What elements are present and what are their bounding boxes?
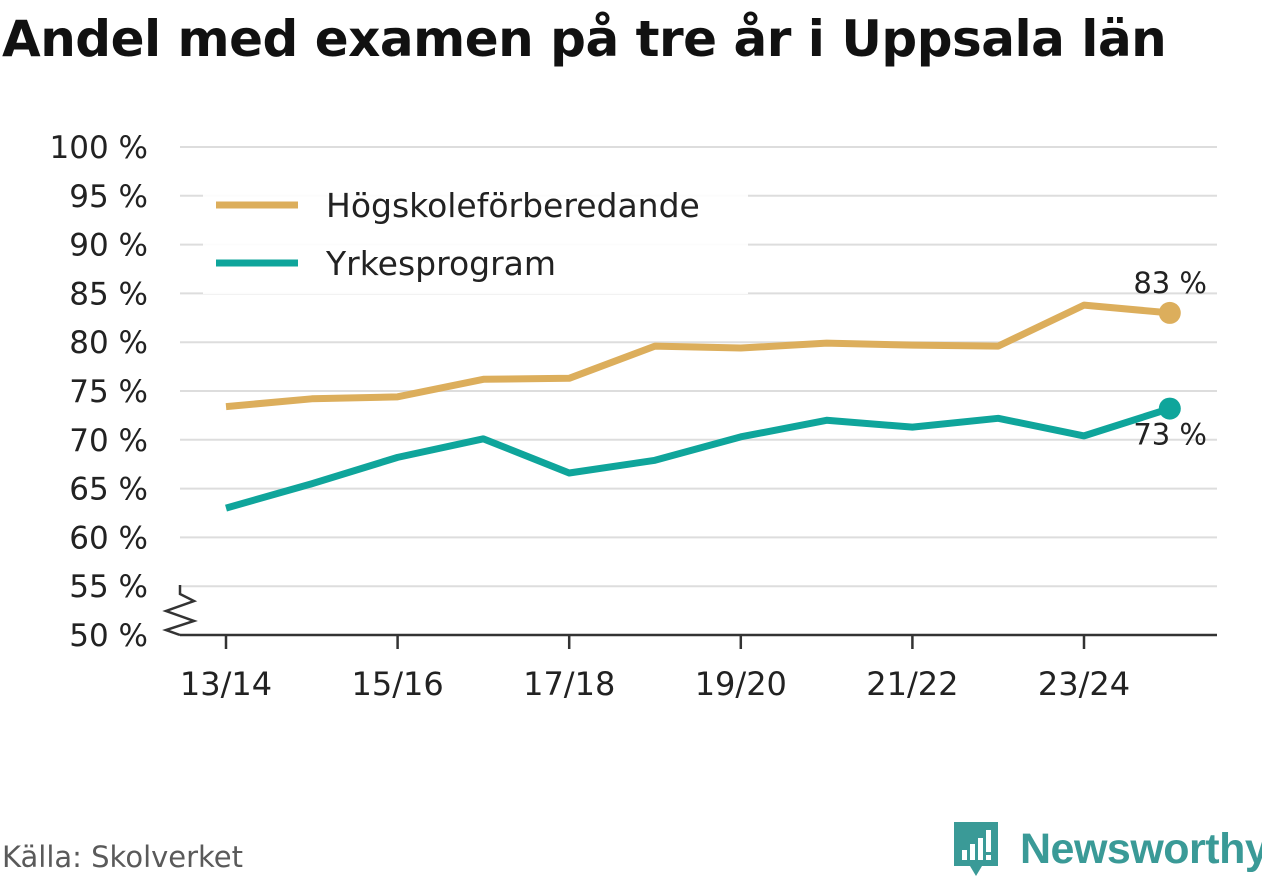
- y-tick-label: 100 %: [50, 130, 148, 166]
- y-tick-label: 50 %: [69, 618, 148, 654]
- legend: Högskoleförberedande Yrkesprogram: [203, 168, 748, 294]
- series-line-1: [225, 405, 1171, 512]
- y-tick-label: 80 %: [69, 325, 148, 361]
- legend-label-0: Högskoleförberedande: [326, 186, 700, 225]
- y-tick-label: 85 %: [69, 276, 148, 312]
- axis-break-symbol: [162, 585, 198, 637]
- y-tick-label: 55 %: [69, 569, 148, 605]
- chart-title: Andel med examen på tre år i Uppsala län: [2, 10, 1167, 68]
- end-value-label-0: 83 %: [1133, 266, 1207, 300]
- x-tick-label: 17/18: [523, 665, 615, 703]
- y-tick-label: 65 %: [69, 472, 148, 508]
- x-tick-label: 13/14: [180, 665, 272, 703]
- x-tick-label: 15/16: [351, 665, 443, 703]
- y-tick-label: 90 %: [69, 228, 148, 264]
- newsworthy-logo-icon: [954, 822, 998, 876]
- end-value-label-1: 73 %: [1133, 418, 1207, 452]
- brand: Newsworthy: [952, 820, 1262, 878]
- y-axis-tick-labels: 50 % 55 % 60 % 65 % 70 % 75 % 80 % 85 % 90 % 95 %…: [50, 130, 148, 654]
- series-end-marker-0: [1158, 301, 1181, 324]
- x-axis: 13/14 15/16 17/18 19/20 21/22 23/24: [162, 585, 1217, 703]
- brand-name: Newsworthy: [1020, 824, 1262, 873]
- series-end-marker-1: [1158, 397, 1181, 420]
- end-labels: 83 % 73 %: [1133, 266, 1207, 452]
- y-tick-label: 60 %: [69, 520, 148, 556]
- legend-background: [203, 168, 748, 294]
- y-tick-label: 95 %: [69, 179, 148, 215]
- series-line-0: [225, 301, 1171, 411]
- x-tick-label: 23/24: [1038, 665, 1130, 703]
- y-tick-label: 70 %: [69, 423, 148, 459]
- x-tick-label: 19/20: [695, 665, 787, 703]
- source-note: Källa: Skolverket: [2, 840, 244, 874]
- legend-label-1: Yrkesprogram: [325, 244, 556, 283]
- y-tick-label: 75 %: [69, 374, 148, 410]
- x-tick-label: 21/22: [866, 665, 958, 703]
- series-lines: [225, 301, 1181, 512]
